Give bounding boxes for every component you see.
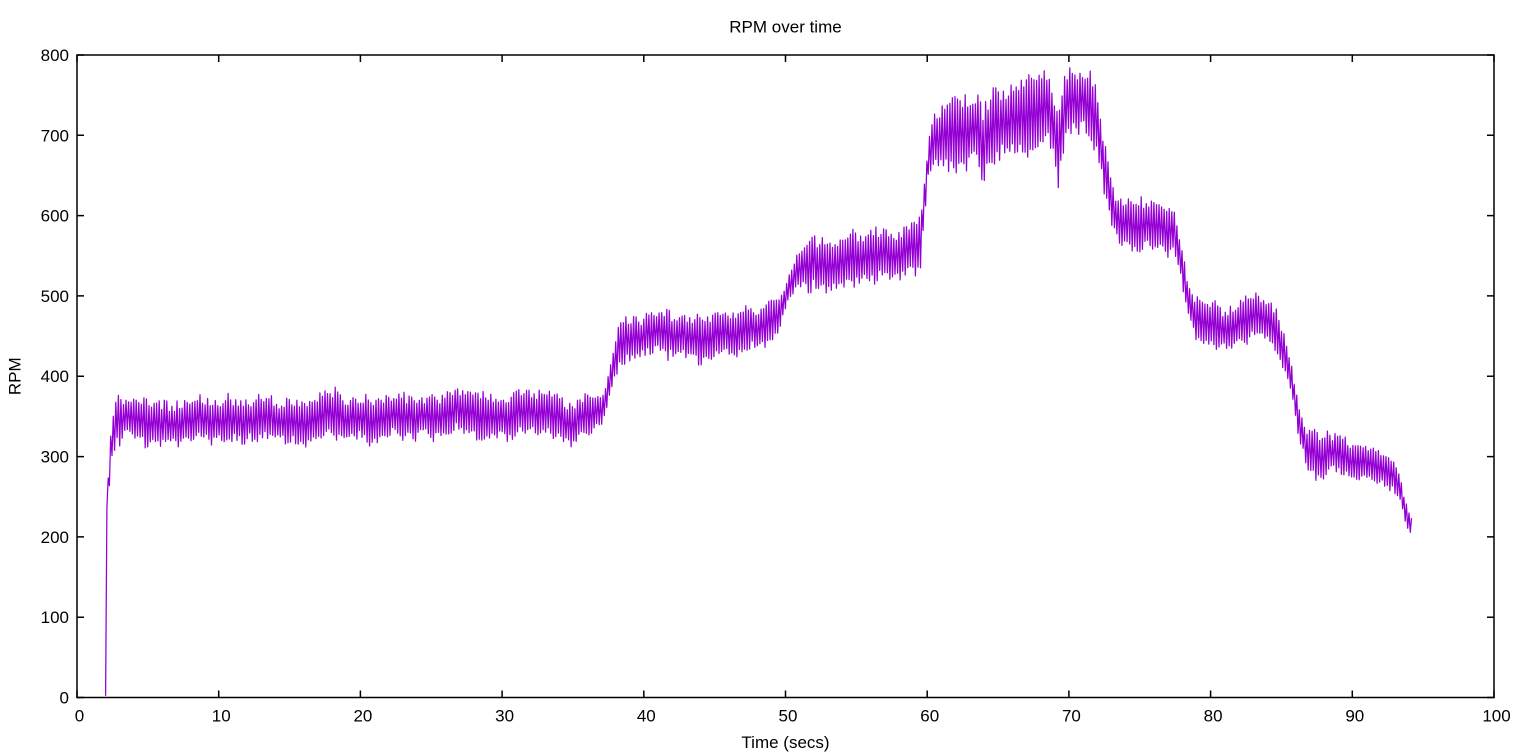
svg-text:90: 90 (1345, 707, 1364, 726)
svg-text:800: 800 (41, 46, 69, 65)
svg-text:300: 300 (41, 448, 69, 467)
svg-text:0: 0 (60, 689, 69, 708)
svg-text:200: 200 (41, 528, 69, 547)
svg-text:0: 0 (75, 707, 84, 726)
svg-text:600: 600 (41, 207, 69, 226)
svg-text:60: 60 (920, 707, 939, 726)
svg-text:RPM over time: RPM over time (729, 18, 841, 37)
svg-text:20: 20 (353, 707, 372, 726)
svg-text:Time (secs): Time (secs) (741, 733, 829, 752)
svg-text:100: 100 (41, 608, 69, 627)
svg-text:80: 80 (1204, 707, 1223, 726)
svg-text:50: 50 (779, 707, 798, 726)
svg-text:100: 100 (1482, 707, 1510, 726)
svg-text:10: 10 (212, 707, 231, 726)
svg-text:400: 400 (41, 367, 69, 386)
svg-text:700: 700 (41, 126, 69, 145)
svg-text:RPM: RPM (6, 357, 25, 395)
svg-text:30: 30 (495, 707, 514, 726)
svg-text:70: 70 (1062, 707, 1081, 726)
svg-text:40: 40 (637, 707, 656, 726)
svg-text:500: 500 (41, 287, 69, 306)
